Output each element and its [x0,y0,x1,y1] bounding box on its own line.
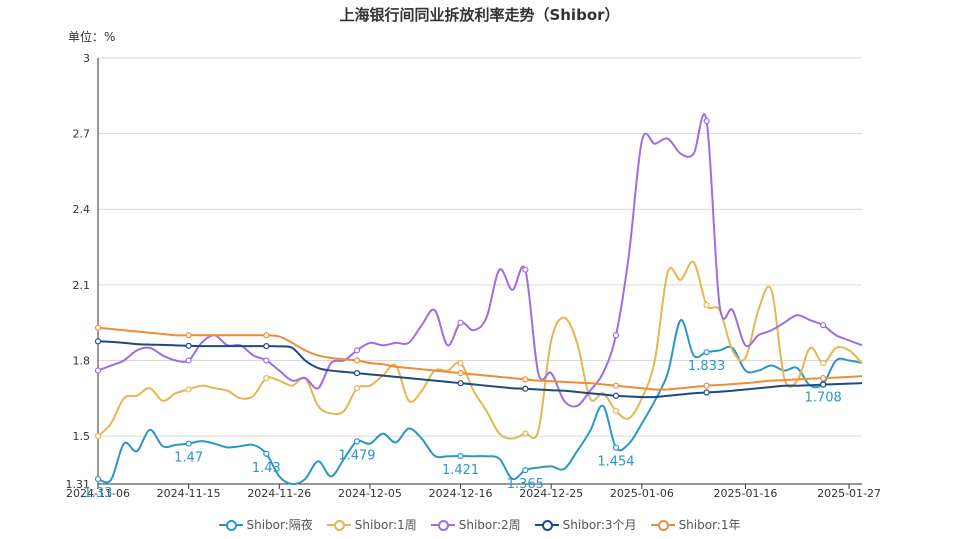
data-label: 1.708 [805,391,842,406]
series-point-2 [612,332,620,339]
legend-swatch [650,519,675,531]
series-point-4 [185,332,192,339]
series-point-3 [263,343,270,350]
series-point-3 [703,389,710,396]
data-label: 1.479 [338,448,375,463]
series-point-1 [94,433,102,440]
series-point-3 [612,392,620,399]
x-tick-label: 2024-12-16 [429,487,493,500]
series-point-4 [263,332,270,339]
series-point-0 [353,438,361,445]
series-line-0 [97,319,863,486]
x-tick-label: 2024-11-06 [66,487,130,500]
x-tick-label: 2024-12-25 [519,487,583,500]
legend-swatch [430,519,455,531]
axes: 1.31 1.5 1.8 2.1 2.4 2.7 3 2024-11-06 2024-11-15… [66,52,882,500]
series-point-4 [522,376,529,383]
series-point-4 [94,324,102,331]
series-point-4 [703,382,710,389]
series-point-2 [185,357,192,364]
series-point-3 [94,338,102,345]
line-chart: 1.31 1.5 1.8 2.1 2.4 2.7 3 2024-11-06 2024-11-15… [66,52,882,501]
data-label: 1.454 [597,455,634,470]
series-point-0 [185,440,192,447]
series-point-2 [522,266,529,273]
y-tick-label: 1.31 [66,478,91,491]
data-label: 1.421 [442,463,479,478]
series-point-2 [457,319,464,326]
series-point-4 [612,382,620,389]
chart-legend: Shibor:隔夜 Shibor:1周 Shibor:2周 Shibor:3个月 Shi… [0,516,959,533]
x-tick-label: 2024-11-26 [247,487,311,500]
legend-item[interactable]: Shibor:1年 [650,516,741,533]
series-point-0 [457,452,464,460]
x-tick-label: 2025-01-27 [817,487,881,500]
y-axis-unit-label: 单位：% [68,30,116,44]
series-point-4 [353,357,361,364]
y-tick-label: 2.7 [73,128,91,141]
series-point-2 [263,357,270,364]
series-point-3 [457,380,464,387]
series-point-4 [820,375,827,382]
grid-lines [98,57,862,437]
series-point-1 [263,375,270,382]
series-lines [94,113,863,486]
y-tick-label: 2.4 [73,203,91,216]
series-line-2 [97,113,863,408]
legend-item[interactable]: Shibor:3个月 [534,516,637,533]
legend-item[interactable]: Shibor:2周 [430,516,521,533]
series-line-4 [97,326,863,391]
legend-label: Shibor:2周 [458,518,521,532]
series-point-3 [185,342,192,349]
legend-label: Shibor:隔夜 [246,518,313,532]
legend-item[interactable]: Shibor:1周 [326,516,417,533]
y-tick-label: 3 [83,52,90,65]
series-point-2 [703,117,710,125]
data-label: 1.365 [507,477,544,492]
series-point-1 [457,359,464,367]
data-label: 1.833 [688,359,725,374]
data-label: 1.43 [252,461,281,476]
series-point-1 [522,430,529,437]
series-point-0 [94,475,102,483]
series-line-3 [97,340,863,399]
series-point-0 [703,349,710,356]
y-tick-label: 2.1 [73,279,91,292]
x-tick-label: 2024-11-15 [157,487,221,500]
y-tick-label: 1.8 [73,354,91,367]
series-point-1 [612,407,620,414]
legend-swatch [218,519,243,531]
series-point-1 [185,386,192,393]
x-tick-label: 2025-01-06 [610,487,674,500]
y-tick-label: 1.5 [73,430,91,443]
x-tick-label: 2025-01-16 [713,487,777,500]
legend-label: Shibor:1年 [678,518,741,532]
data-labels: 1.33 1.47 1.43 1.479 1.421 1.365 1.454 1.833 1.7… [84,359,842,501]
legend-swatch [534,519,559,531]
data-label: 1.47 [174,451,203,466]
legend-item[interactable]: Shibor:隔夜 [218,516,313,533]
legend-label: Shibor:1周 [354,518,417,532]
series-point-2 [820,322,827,329]
series-point-2 [94,367,102,374]
x-tick-label: 2024-12-05 [338,487,402,500]
series-line-1 [97,260,863,440]
series-point-3 [820,381,827,388]
series-point-1 [703,301,710,309]
series-point-4 [457,369,464,377]
series-point-1 [820,359,827,367]
series-point-0 [263,450,270,457]
data-label: 1.33 [84,486,113,501]
series-point-3 [522,385,529,392]
series-point-0 [522,467,529,474]
series-point-0 [612,444,620,451]
legend-label: Shibor:3个月 [562,518,637,532]
series-point-3 [353,369,361,377]
series-point-1 [353,385,361,392]
chart-title: 上海银行间同业拆放利率走势（Shibor） [339,6,620,24]
series-point-2 [353,347,361,354]
legend-swatch [326,519,351,531]
